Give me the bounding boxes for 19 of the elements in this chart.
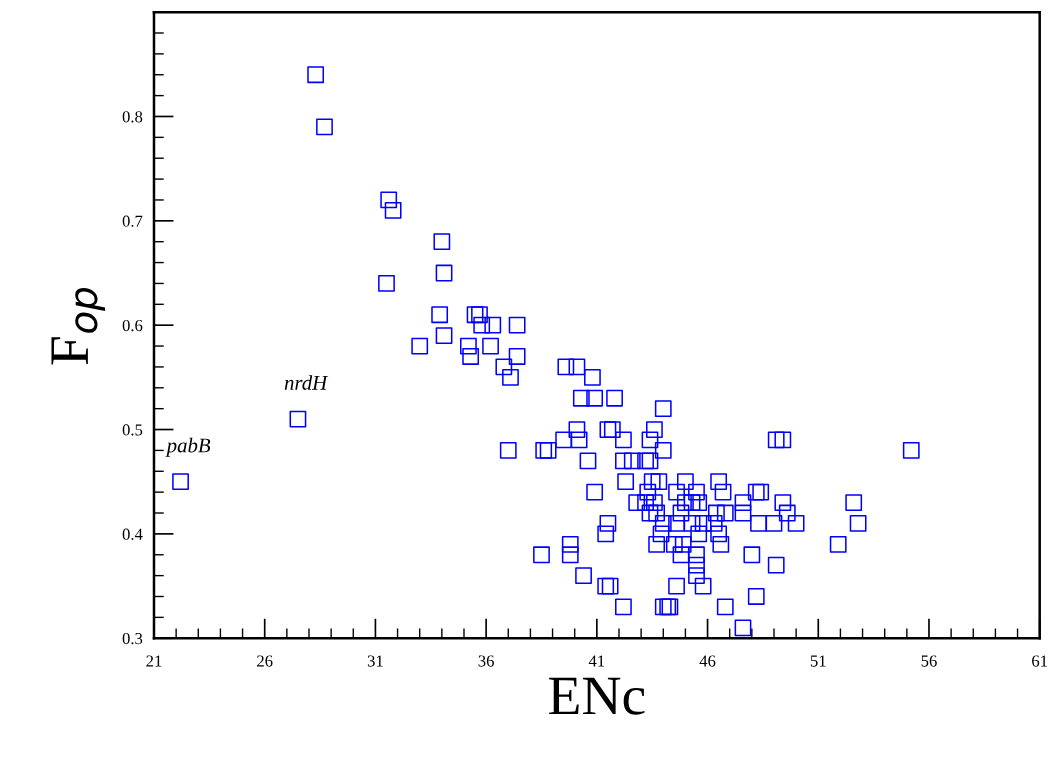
y-tick-label: 0.7 <box>122 215 143 227</box>
x-tick-label: 21 <box>146 655 162 667</box>
x-tick-label: 31 <box>367 655 383 667</box>
x-tick-label: 56 <box>921 655 937 667</box>
y-tick-label: 0.4 <box>122 528 143 540</box>
annotation: pabB <box>165 437 211 457</box>
x-tick-label: 46 <box>699 655 716 667</box>
annotation: nrdH <box>284 375 329 390</box>
x-tick-label: 51 <box>810 655 826 667</box>
x-tick-label: 41 <box>588 655 605 667</box>
x-tick-label: 36 <box>478 655 494 667</box>
y-tick-label: 0.3 <box>122 632 143 645</box>
y-tick-label: 0.5 <box>122 424 143 436</box>
x-tick-label: 61 <box>1032 655 1048 667</box>
y-tick-label: 0.8 <box>122 111 143 123</box>
y-axis-title: F$_{op}$ <box>51 287 106 365</box>
x-tick-label: 26 <box>257 655 273 667</box>
y-tick-label: 0.6 <box>122 319 143 332</box>
x-axis-title: ENc <box>549 677 645 715</box>
